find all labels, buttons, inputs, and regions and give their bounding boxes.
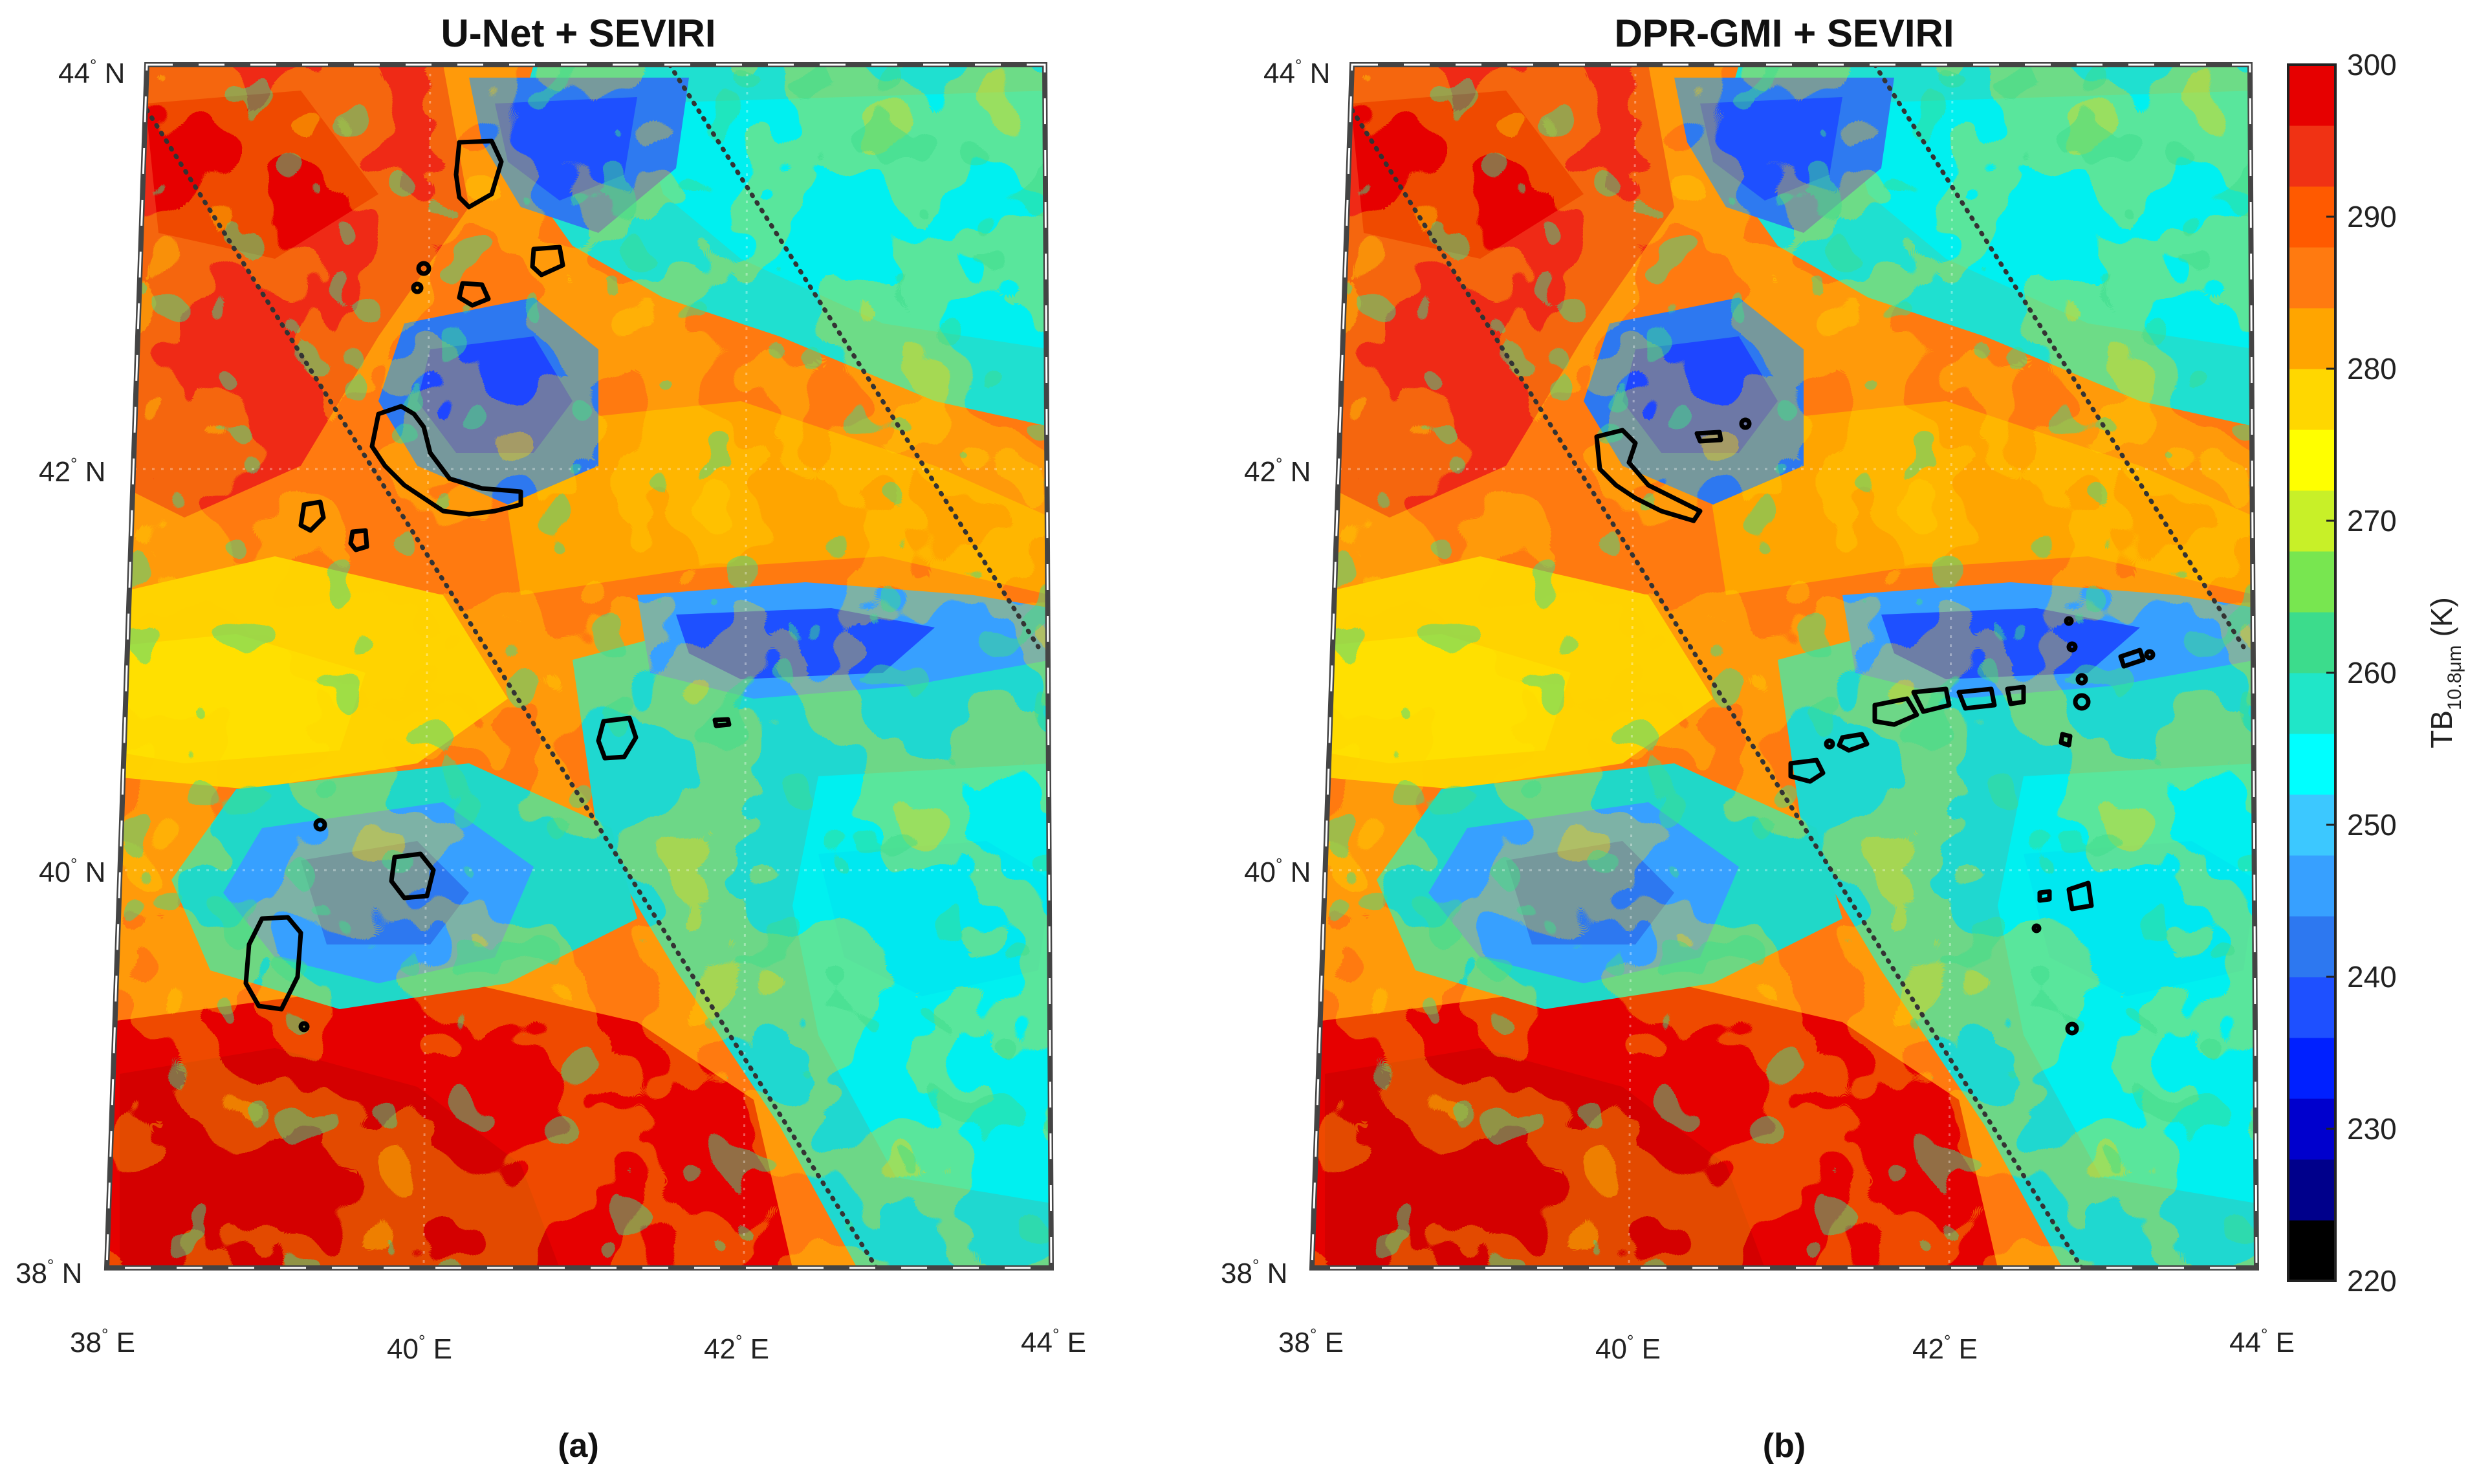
panel-b-map	[1309, 62, 2260, 1271]
svg-text:44° N: 44° N	[1263, 56, 1330, 89]
svg-text:44° N: 44° N	[58, 56, 125, 89]
svg-text:40° E: 40° E	[387, 1331, 452, 1365]
svg-text:42° N: 42° N	[39, 454, 105, 488]
svg-text:40° E: 40° E	[1595, 1331, 1661, 1365]
swath-edge-lines	[144, 65, 1041, 1268]
precip-contours	[1594, 417, 2156, 1036]
colorbar-steps	[2288, 65, 2335, 1282]
colorbar-step	[2288, 430, 2335, 491]
svg-text:42° E: 42° E	[704, 1331, 769, 1365]
panel-a-map	[104, 62, 1054, 1271]
colorbar-tick-label: 300	[2347, 48, 2397, 82]
svg-text:38° E: 38° E	[1278, 1325, 1344, 1359]
panel-a-lon-labels: 38° E 40° E 42° E 44° E	[70, 1325, 1086, 1365]
colorbar-step	[2288, 855, 2335, 917]
colorbar-step	[2288, 734, 2335, 795]
colorbar-tick-label: 260	[2347, 656, 2397, 690]
colorbar-step	[2288, 612, 2335, 673]
panel-a-caption: (a)	[558, 1427, 599, 1465]
colorbar-label: TB10.8μm (K)	[2425, 597, 2465, 748]
panel-a: U-Net + SEVIRI	[16, 12, 1086, 1465]
svg-text:38° N: 38° N	[1221, 1256, 1287, 1289]
panel-a-lat-labels: 44° N 42° N 40° N 38° N	[16, 56, 125, 1289]
colorbar-tick-label: 220	[2347, 1264, 2397, 1298]
colorbar-step	[2288, 551, 2335, 613]
colorbar-step	[2288, 369, 2335, 430]
colorbar-step	[2288, 1038, 2335, 1099]
panel-b-caption: (b)	[1763, 1427, 1806, 1465]
panel-b-lat-labels: 44° N 42° N 40° N 38° N	[1221, 56, 1330, 1289]
colorbar-step	[2288, 125, 2335, 187]
colorbar-step	[2288, 977, 2335, 1038]
colorbar-step	[2288, 673, 2335, 734]
panel-b-frame	[1309, 62, 2260, 1271]
panel-a-title: U-Net + SEVIRI	[441, 12, 715, 55]
colorbar: 300 290 280 270 260 250 240 230 220 TB10.8μm (K)	[2287, 48, 2465, 1298]
svg-text:40° N: 40° N	[39, 855, 105, 888]
svg-text:42° E: 42° E	[1912, 1331, 1978, 1365]
colorbar-ticks: 300 290 280 270 260 250 240 230 220	[2326, 48, 2397, 1298]
panel-b-title: DPR-GMI + SEVIRI	[1614, 12, 1954, 55]
colorbar-tick-label: 290	[2347, 200, 2397, 234]
panel-b-lon-labels: 38° E 40° E 42° E 44° E	[1278, 1325, 2295, 1365]
svg-text:44° E: 44° E	[2229, 1325, 2295, 1359]
colorbar-step	[2288, 1220, 2335, 1282]
colorbar-tick-label: 230	[2347, 1112, 2397, 1146]
svg-text:38° N: 38° N	[16, 1256, 82, 1289]
colorbar-step	[2288, 1159, 2335, 1221]
colorbar-tick-label: 270	[2347, 504, 2397, 538]
svg-text:42° N: 42° N	[1244, 454, 1311, 488]
colorbar-step	[2288, 247, 2335, 309]
colorbar-tick-label: 250	[2347, 808, 2397, 842]
svg-text:38° E: 38° E	[70, 1325, 135, 1359]
colorbar-step	[2288, 308, 2335, 369]
colorbar-step	[2288, 65, 2335, 126]
colorbar-tick-label: 280	[2347, 352, 2397, 386]
colorbar-tick-label: 240	[2347, 960, 2397, 994]
panel-a-frame	[104, 62, 1054, 1271]
precip-contours	[243, 138, 732, 1032]
svg-text:44° E: 44° E	[1021, 1325, 1086, 1359]
panel-b: DPR-GMI + SEVIRI	[1221, 12, 2295, 1465]
svg-text:40° N: 40° N	[1244, 855, 1311, 888]
swath-edge-lines	[1349, 65, 2246, 1268]
colorbar-step	[2288, 916, 2335, 977]
